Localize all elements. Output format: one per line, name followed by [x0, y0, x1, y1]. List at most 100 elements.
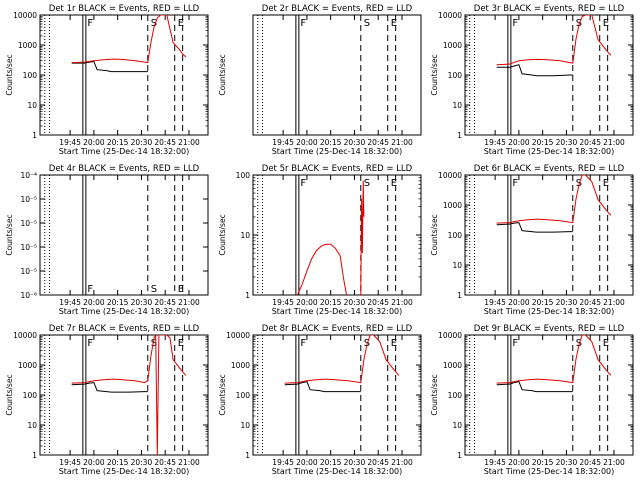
series-lld-line: [284, 335, 400, 384]
x-tick-label: 20:45: [154, 138, 176, 147]
x-tick-label: 20:30: [344, 458, 366, 467]
y-axis-label: Counts/sec: [5, 374, 14, 415]
marker-label-E: E: [178, 18, 184, 29]
series-events-line: [284, 381, 361, 393]
x-tick-label: 20:00: [508, 298, 530, 307]
panel-det-4: Det 4r BLACK = Events, RED = LLD 10⁻⁶ 10⁻⁵…: [5, 164, 209, 316]
panel-det-3: Det 3r BLACK = Events, RED = LLD 1 10 100 10…: [430, 4, 634, 156]
x-axis-label: Start Time (25-Dec-14 18:32:00): [59, 147, 190, 156]
x-tick-label: 19:45: [272, 458, 294, 467]
x-tick-label: 20:15: [320, 458, 342, 467]
y-tick-label: 1: [245, 451, 250, 460]
x-tick-label: 21:00: [391, 458, 413, 467]
x-tick-label: 19:45: [272, 138, 294, 147]
x-tick-label: 19:45: [484, 458, 506, 467]
x-tick-label: 20:30: [344, 298, 366, 307]
y-tick-label: 1000: [231, 361, 250, 370]
y-axis-label: Counts/sec: [430, 374, 439, 415]
marker-label-S: S: [364, 18, 370, 29]
marker-label-S: S: [151, 18, 157, 29]
panel-det-7: Det 7r BLACK = Events, RED = LLD 1 10 100 10…: [5, 324, 209, 476]
marker-label-F: F: [512, 178, 518, 189]
y-tick-label: 100: [236, 391, 251, 400]
x-tick-label: 19:45: [59, 298, 81, 307]
y-tick-label: 10⁻⁶: [20, 291, 37, 300]
x-tick-label: 21:00: [178, 298, 200, 307]
series-lld-line: [360, 180, 365, 295]
x-tick-label: 21:00: [603, 458, 625, 467]
x-tick-label: 20:15: [107, 138, 129, 147]
plot-frame: [252, 14, 422, 136]
x-tick-label: 21:00: [603, 298, 625, 307]
marker-label-E: E: [603, 18, 609, 29]
series-lld-line: [71, 15, 187, 64]
y-tick-label: 1: [32, 131, 37, 140]
panel-title: Det 8r BLACK = Events, RED = LLD: [262, 324, 413, 334]
x-axis-label: Start Time (25-Dec-14 18:32:00): [484, 467, 615, 476]
x-axis-label: Start Time (25-Dec-14 18:32:00): [272, 467, 403, 476]
y-axis-label: Counts/sec: [218, 54, 227, 95]
x-tick-label: 20:00: [296, 138, 318, 147]
x-tick-label: 20:30: [131, 138, 153, 147]
panel-title: Det 6r BLACK = Events, RED = LLD: [474, 164, 625, 174]
series-lld-line: [296, 243, 347, 295]
x-axis-label: Start Time (25-Dec-14 18:32:00): [484, 147, 615, 156]
x-axis-label: Start Time (25-Dec-14 18:32:00): [59, 467, 190, 476]
x-tick-label: 20:30: [344, 138, 366, 147]
y-tick-label: 1: [457, 291, 462, 300]
x-tick-label: 20:45: [579, 298, 601, 307]
marker-label-E: E: [603, 338, 609, 349]
x-tick-label: 20:45: [367, 458, 389, 467]
panel-title: Det 4r BLACK = Events, RED = LLD: [49, 164, 200, 174]
marker-label-F: F: [512, 338, 518, 349]
series-lld-line: [496, 175, 612, 224]
y-axis-label: Counts/sec: [218, 374, 227, 415]
marker-label-E: E: [178, 338, 184, 349]
x-tick-label: 20:30: [556, 458, 578, 467]
marker-label-E: E: [603, 178, 609, 189]
x-tick-label: 20:45: [579, 458, 601, 467]
marker-label-F: F: [87, 338, 93, 349]
y-tick-label: 10: [452, 101, 462, 110]
panel-title: Det 5r BLACK = Events, RED = LLD: [262, 164, 413, 174]
panel-title: Det 1r BLACK = Events, RED = LLD: [49, 4, 200, 14]
y-axis-label: Counts/sec: [218, 214, 227, 255]
marker-label-F: F: [300, 338, 306, 349]
x-tick-label: 19:45: [272, 298, 294, 307]
x-tick-label: 20:30: [556, 138, 578, 147]
panel-title: Det 9r BLACK = Events, RED = LLD: [474, 324, 625, 334]
marker-label-E: E: [391, 18, 397, 29]
x-tick-label: 20:15: [320, 298, 342, 307]
y-tick-label: 100: [236, 171, 251, 180]
y-axis-label: Counts/sec: [5, 54, 14, 95]
x-tick-label: 20:30: [131, 298, 153, 307]
y-tick-label: 10000: [438, 171, 462, 180]
marker-label-F: F: [512, 18, 518, 29]
x-tick-label: 19:45: [59, 138, 81, 147]
x-tick-label: 19:45: [484, 298, 506, 307]
y-tick-label: 100: [448, 391, 463, 400]
panel-det-6: Det 6r BLACK = Events, RED = LLD 1 10 100 10…: [430, 164, 634, 316]
marker-label-F: F: [87, 18, 93, 29]
x-axis-label: Start Time (25-Dec-14 18:32:00): [484, 307, 615, 316]
x-tick-label: 21:00: [603, 138, 625, 147]
marker-label-S: S: [364, 178, 370, 189]
x-tick-label: 20:00: [508, 458, 530, 467]
plot-frame: [39, 174, 209, 296]
x-tick-label: 20:30: [556, 298, 578, 307]
marker-label-E: E: [391, 338, 397, 349]
y-tick-label: 10000: [13, 11, 37, 20]
y-tick-label: 10⁻⁵: [20, 219, 37, 228]
panel-title: Det 2r BLACK = Events, RED = LLD: [262, 4, 413, 14]
x-tick-label: 20:15: [532, 298, 554, 307]
y-tick-label: 100: [23, 71, 38, 80]
y-tick-label: 1000: [443, 361, 462, 370]
y-tick-label: 10: [27, 101, 37, 110]
series-events-line: [496, 381, 573, 393]
x-tick-label: 20:15: [320, 138, 342, 147]
y-tick-label: 10: [240, 421, 250, 430]
x-tick-label: 20:15: [532, 458, 554, 467]
y-axis-label: Counts/sec: [5, 214, 14, 255]
x-tick-label: 20:45: [154, 298, 176, 307]
